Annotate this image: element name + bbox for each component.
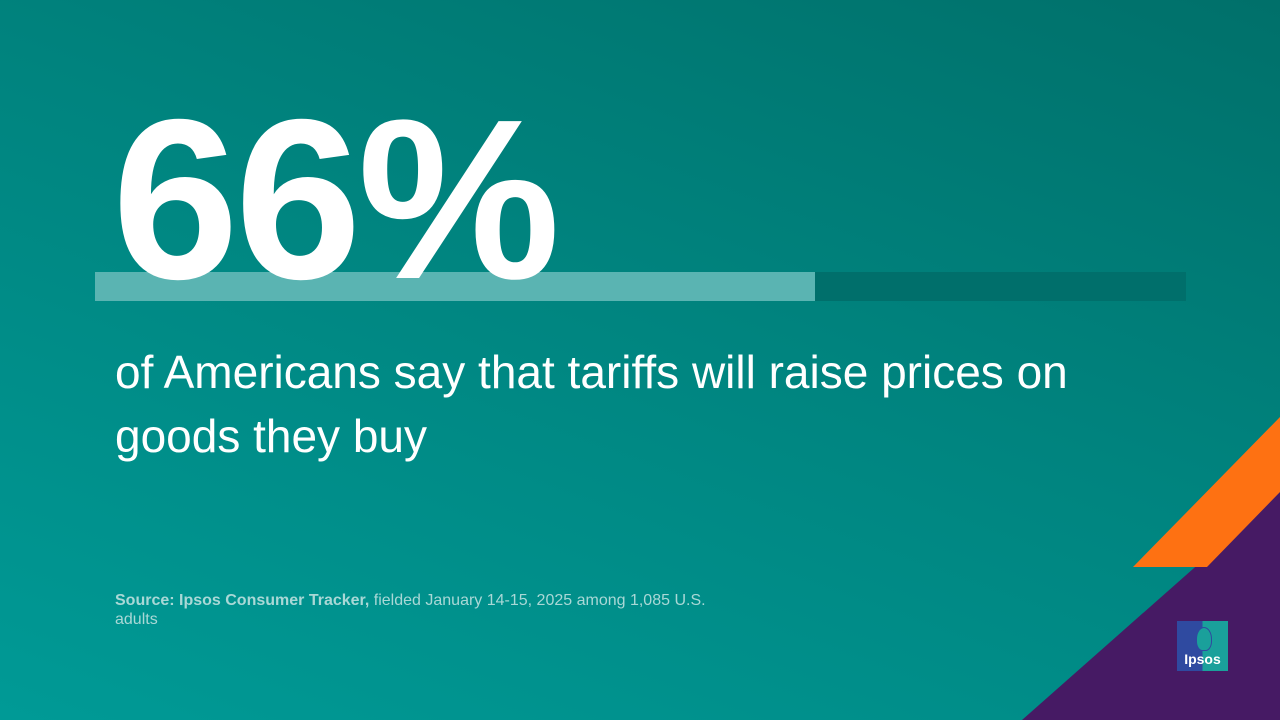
source-details: fielded January 14-15, 2025 among 1,085 … (115, 592, 706, 628)
source-label: Source: Ipsos Consumer Tracker, (115, 592, 370, 609)
logo-text: Ipsos (1184, 651, 1221, 667)
stat-value: 66% (112, 73, 560, 327)
ipsos-logo: Ipsos (1177, 621, 1228, 671)
progress-bar (95, 272, 1186, 301)
source-note: Source: Ipsos Consumer Tracker, fielded … (115, 591, 735, 629)
headline: of Americans say that tariffs will raise… (115, 346, 1068, 462)
head-icon (1196, 627, 1212, 651)
progress-bar-fill (95, 272, 816, 301)
orange-stripe (1133, 417, 1280, 567)
